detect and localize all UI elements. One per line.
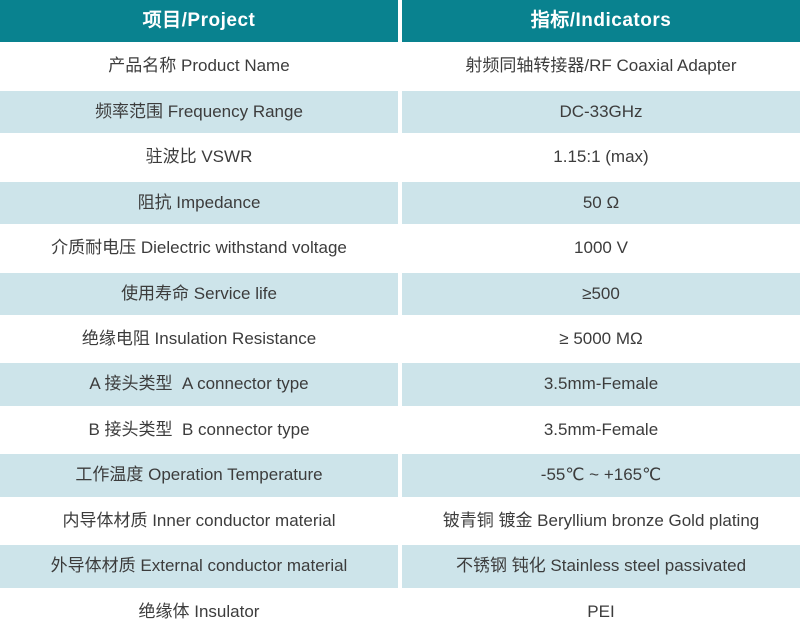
project-cell: 绝缘体 Insulator [0, 590, 398, 633]
project-cell: 介质耐电压 Dielectric withstand voltage [0, 227, 398, 270]
indicator-cell: 1.15:1 (max) [402, 136, 800, 179]
indicator-cell: -55℃ ~ +165℃ [402, 454, 800, 497]
table-row: 驻波比 VSWR 1.15:1 (max) [0, 136, 800, 179]
indicator-cell: PEI [402, 590, 800, 633]
header-cell-indicators: 指标/Indicators [402, 0, 800, 43]
project-cell: 产品名称 Product Name [0, 45, 398, 88]
table-row: 绝缘电阻 Insulation Resistance ≥ 5000 MΩ [0, 317, 800, 361]
indicator-cell: ≥500 [402, 272, 800, 315]
project-cell: B 接头类型 B connector type [0, 408, 398, 452]
indicator-cell: 铍青铜 镀金 Beryllium bronze Gold plating [402, 499, 800, 543]
project-cell: 工作温度 Operation Temperature [0, 454, 398, 497]
table-header-row: 项目/Project 指标/Indicators [0, 0, 800, 43]
project-cell: 驻波比 VSWR [0, 136, 398, 179]
project-cell: A 接头类型 A connector type [0, 363, 398, 406]
indicator-cell: 50 Ω [402, 181, 800, 225]
table-row: 外导体材质 External conductor material 不锈钢 钝化… [0, 545, 800, 588]
indicator-cell: ≥ 5000 MΩ [402, 317, 800, 361]
indicator-cell: 3.5mm-Female [402, 363, 800, 406]
header-cell-project: 项目/Project [0, 0, 398, 43]
indicator-cell: 1000 V [402, 227, 800, 270]
table-row: 介质耐电压 Dielectric withstand voltage 1000 … [0, 227, 800, 270]
table-row: 频率范围 Frequency Range DC-33GHz [0, 90, 800, 134]
table-row: 阻抗 Impedance 50 Ω [0, 181, 800, 225]
project-cell: 内导体材质 Inner conductor material [0, 499, 398, 543]
table-row: 使用寿命 Service life ≥500 [0, 272, 800, 315]
table-row: B 接头类型 B connector type 3.5mm-Female [0, 408, 800, 452]
indicator-cell: 不锈钢 钝化 Stainless steel passivated [402, 545, 800, 588]
table-row: 绝缘体 Insulator PEI [0, 590, 800, 633]
indicator-cell: 3.5mm-Female [402, 408, 800, 452]
project-cell: 外导体材质 External conductor material [0, 545, 398, 588]
project-cell: 频率范围 Frequency Range [0, 90, 398, 134]
table-row: 产品名称 Product Name 射频同轴转接器/RF Coaxial Ada… [0, 45, 800, 88]
indicator-cell: 射频同轴转接器/RF Coaxial Adapter [402, 45, 800, 88]
table-row: A 接头类型 A connector type 3.5mm-Female [0, 363, 800, 406]
indicator-cell: DC-33GHz [402, 90, 800, 134]
project-cell: 使用寿命 Service life [0, 272, 398, 315]
project-cell: 绝缘电阻 Insulation Resistance [0, 317, 398, 361]
table-row: 工作温度 Operation Temperature -55℃ ~ +165℃ [0, 454, 800, 497]
table-row: 内导体材质 Inner conductor material 铍青铜 镀金 Be… [0, 499, 800, 543]
project-cell: 阻抗 Impedance [0, 181, 398, 225]
